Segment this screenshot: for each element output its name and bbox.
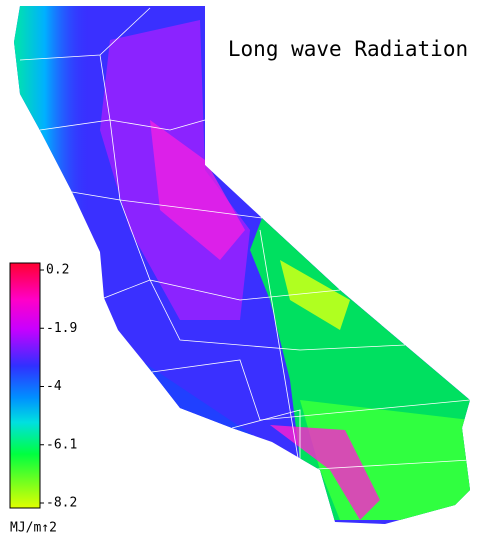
map-title: Long wave Radiation — [228, 37, 468, 61]
colorbar-tick-label: -6.1 — [46, 437, 77, 452]
colorbar-tick-label: -4 — [46, 379, 62, 394]
colorbar-label: MJ/m↑2 — [10, 521, 57, 536]
colorbar-tick-label: 0.2 — [46, 263, 69, 278]
colorbar — [9, 262, 41, 509]
county-lines — [19, 7, 471, 471]
colorbar-tick-label: -1.9 — [46, 321, 77, 336]
colorbar-tick-label: -8.2 — [46, 496, 77, 511]
